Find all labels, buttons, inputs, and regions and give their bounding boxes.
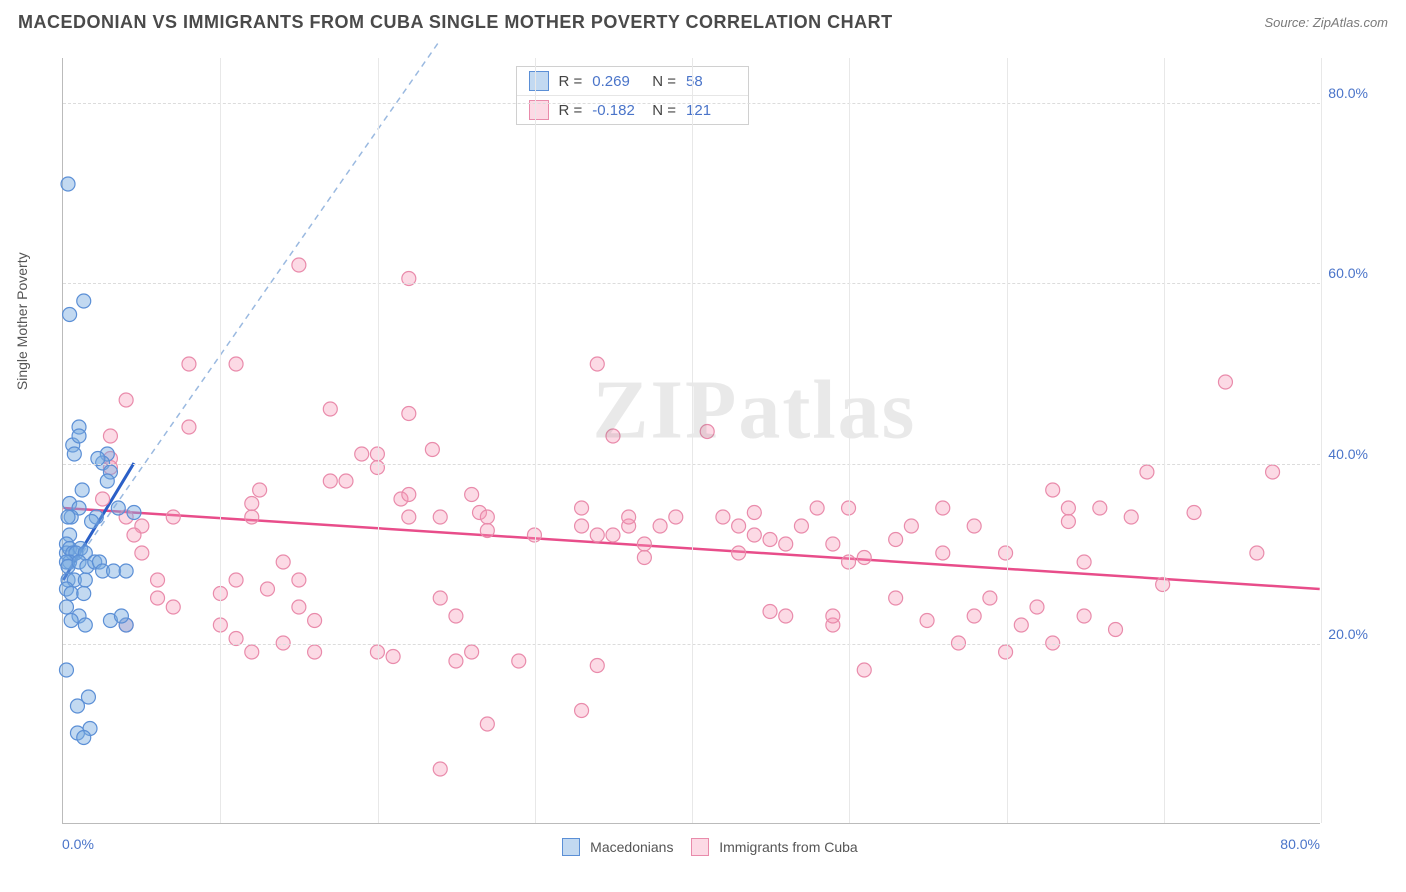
r-label: R = [559, 102, 583, 119]
legend-bottom: Macedonians Immigrants from Cuba [18, 838, 1388, 856]
r-label: R = [559, 73, 583, 90]
chart-title: MACEDONIAN VS IMMIGRANTS FROM CUBA SINGL… [18, 12, 893, 33]
blue-r-value: 0.269 [592, 73, 642, 90]
y-axis-label: Single Mother Poverty [14, 252, 30, 390]
blue-n-value: 58 [686, 73, 736, 90]
legend-swatch-blue-icon [562, 838, 580, 856]
legend-label-blue: Macedonians [590, 839, 673, 855]
n-label: N = [652, 102, 676, 119]
legend-label-pink: Immigrants from Cuba [719, 839, 857, 855]
pink-r-value: -0.182 [592, 102, 642, 119]
correlation-legend-box: R = 0.269 N = 58 R = -0.182 N = 121 [516, 66, 750, 125]
source-credit: Source: ZipAtlas.com [1264, 15, 1388, 30]
pink-n-value: 121 [686, 102, 736, 119]
plot-area: ZIPatlas R = 0.269 N = 58 R = -0.182 N =… [62, 58, 1320, 824]
y-tick-label: 60.0% [1328, 265, 1368, 281]
n-label: N = [652, 73, 676, 90]
y-tick-label: 20.0% [1328, 626, 1368, 642]
y-tick-label: 40.0% [1328, 446, 1368, 462]
y-tick-label: 80.0% [1328, 85, 1368, 101]
chart-container: Single Mother Poverty ZIPatlas R = 0.269… [18, 48, 1388, 870]
stat-row-pink: R = -0.182 N = 121 [517, 95, 749, 124]
stat-row-blue: R = 0.269 N = 58 [517, 67, 749, 95]
legend-swatch-pink-icon [691, 838, 709, 856]
swatch-blue-icon [529, 71, 549, 91]
